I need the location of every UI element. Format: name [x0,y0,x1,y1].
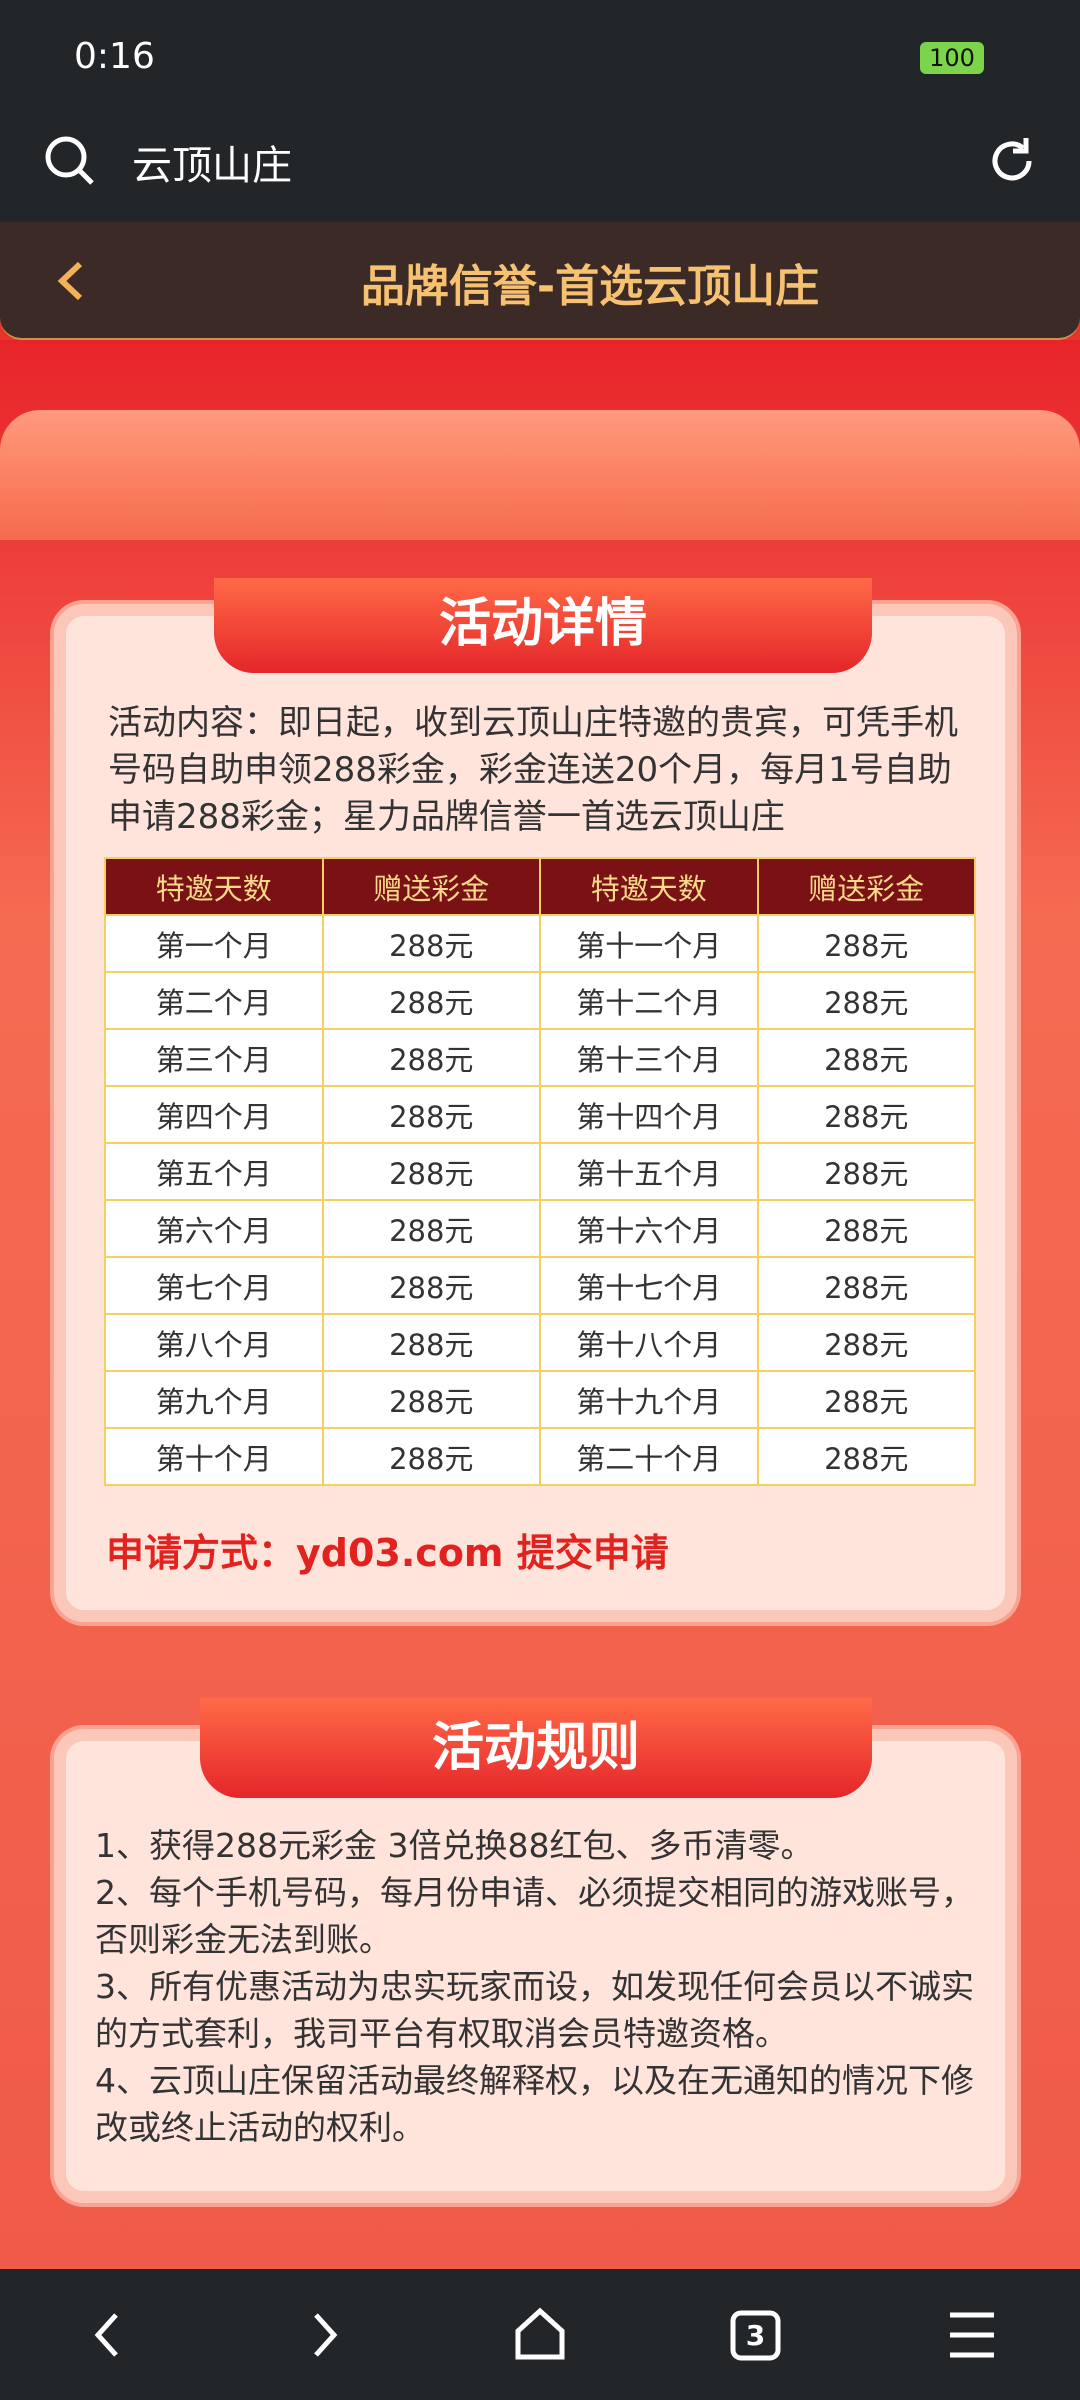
table-cell: 288元 [321,1199,541,1258]
table-cell: 第六个月 [104,1199,324,1258]
header-cell: 特邀天数 [104,857,324,916]
table-cell: 第二十个月 [539,1427,759,1486]
table-cell: 第七个月 [104,1256,324,1315]
table-cell: 第十八个月 [539,1313,759,1372]
decor [0,410,1080,540]
table-cell: 第十七个月 [539,1256,759,1315]
table-cell: 第十九个月 [539,1370,759,1429]
table-cell: 第五个月 [104,1142,324,1201]
table-cell: 288元 [321,1085,541,1144]
nav-icons[interactable] [0,2269,1080,2400]
search-query[interactable]: 云顶山庄 [132,143,292,189]
table-cell: 288元 [321,1028,541,1087]
rule-item: 2、每个手机号码，每月份申请、必须提交相同的游戏账号，否则彩金无法到账。 [95,1873,974,1959]
table-row: 第七个月 288元 第十七个月 288元 [104,1256,976,1315]
table-cell: 288元 [756,1142,976,1201]
time: 0:16 [74,36,155,77]
table-header: 特邀天数 赠送彩金 特邀天数 赠送彩金 [104,857,976,916]
apply-text: 申请方式：yd03.com 提交申请 [106,1531,669,1575]
table-row: 第九个月 288元 第十九个月 288元 [104,1370,976,1429]
header-title: 品牌信誉-首选云顶山庄 [360,261,820,312]
details-content: 活动内容：即日起，收到云顶山庄特邀的贵宾，可凭手机号码自助申领288彩金，彩金连… [108,703,958,837]
table-cell: 288元 [321,1427,541,1486]
tab-count[interactable]: 3 [745,2319,766,2352]
table-cell: 第十六个月 [539,1199,759,1258]
nav-bar: 3 [0,2269,1080,2400]
table-cell: 第二个月 [104,971,324,1030]
header: 品牌信誉-首选云顶山庄 [0,222,1080,340]
table-cell: 288元 [321,1370,541,1429]
table-row: 第八个月 288元 第十八个月 288元 [104,1313,976,1372]
bonus-table: 特邀天数 赠送彩金 特邀天数 赠送彩金 第一个月 288元 第十一个月 288元 第二个月 288… [104,857,976,1486]
table-cell: 288元 [756,1370,976,1429]
table-cell: 第三个月 [104,1028,324,1087]
table-cell: 第十三个月 [539,1028,759,1087]
rule-item: 1、获得288元彩金 3倍兑换88红包、多币清零。 [95,1826,814,1865]
table-cell: 第十二个月 [539,971,759,1030]
table-cell: 第十一个月 [539,914,759,973]
table-cell: 第八个月 [104,1313,324,1372]
table-cell: 288元 [756,1085,976,1144]
table-row: 第三个月 288元 第十三个月 288元 [104,1028,976,1087]
table-cell: 第十四个月 [539,1085,759,1144]
rules-title: 活动规则 [200,1698,872,1798]
table-cell: 第十五个月 [539,1142,759,1201]
details-title: 活动详情 [214,578,872,673]
table-row: 第一个月 288元 第十一个月 288元 [104,914,976,973]
table-row: 第十个月 288元 第二十个月 288元 [104,1427,976,1486]
status-bar: 0:16 100 [0,0,1080,107]
table-row: 第二个月 288元 第十二个月 288元 [104,971,976,1030]
table-cell: 288元 [756,914,976,973]
table-row: 第六个月 288元 第十六个月 288元 [104,1199,976,1258]
rules-list: 1、获得288元彩金 3倍兑换88红包、多币清零。 2、每个手机号码，每月份申请、… [95,1822,985,2151]
battery: 100 [920,42,984,74]
table-cell: 第九个月 [104,1370,324,1429]
table-cell: 288元 [756,971,976,1030]
table-cell: 288元 [756,1256,976,1315]
header-cell: 赠送彩金 [321,857,541,916]
table-cell: 288元 [756,1028,976,1087]
table-cell: 288元 [321,1256,541,1315]
search-icon[interactable] [40,131,100,191]
rule-item: 4、云顶山庄保留活动最终解释权，以及在无通知的情况下修改或终止活动的权利。 [95,2061,974,2147]
table-cell: 288元 [756,1427,976,1486]
table-cell: 288元 [756,1199,976,1258]
table-cell: 第四个月 [104,1085,324,1144]
table-cell: 第十个月 [104,1427,324,1486]
table-cell: 第一个月 [104,914,324,973]
table-row: 第四个月 288元 第十四个月 288元 [104,1085,976,1144]
table-cell: 288元 [756,1313,976,1372]
header-cell: 特邀天数 [539,857,759,916]
header-cell: 赠送彩金 [756,857,976,916]
table-cell: 288元 [321,971,541,1030]
table-cell: 288元 [321,1142,541,1201]
table-cell: 288元 [321,914,541,973]
search-bar[interactable]: 云顶山庄 [0,107,1080,222]
table-row: 第五个月 288元 第十五个月 288元 [104,1142,976,1201]
reload[interactable] [984,133,1040,189]
rule-item: 3、所有优惠活动为忠实玩家而设，如发现任何会员以不诚实的方式套利，我司平台有权取… [95,1967,974,2053]
back-button[interactable] [52,258,92,304]
table-cell: 288元 [321,1313,541,1372]
